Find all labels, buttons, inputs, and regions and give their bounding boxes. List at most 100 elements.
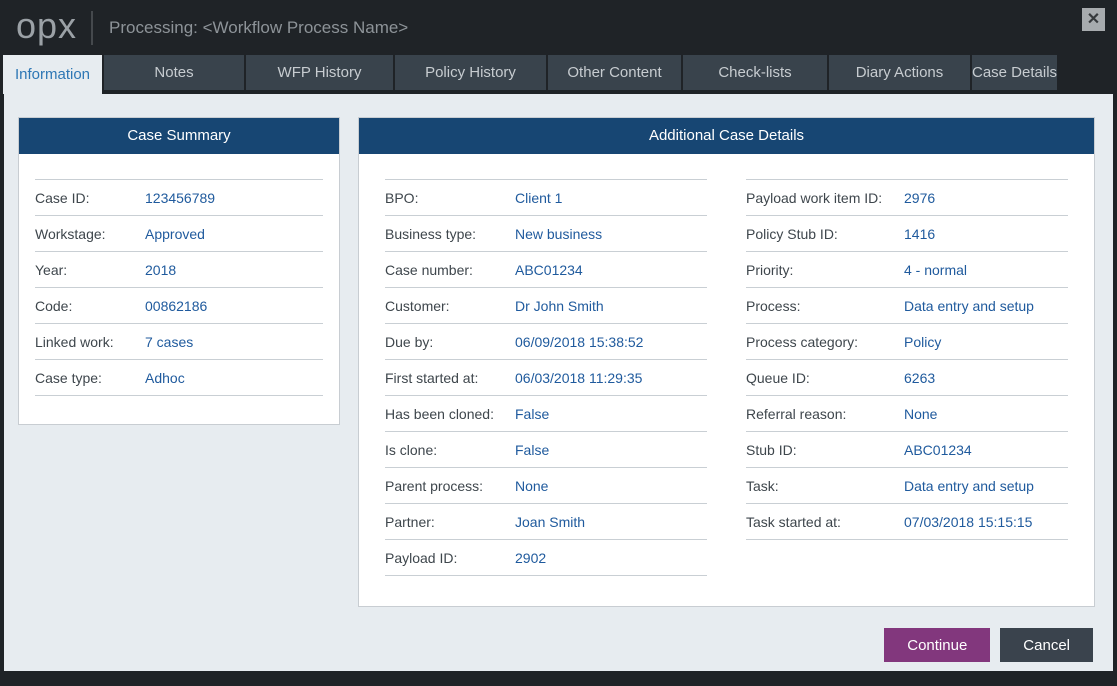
row-label: Policy Stub ID: — [746, 225, 838, 242]
row-case-number: Case number: ABC01234 — [385, 252, 707, 288]
row-value: New business — [515, 225, 603, 242]
row-case-id: Case ID: 123456789 — [35, 180, 323, 216]
row-value: 6263 — [904, 369, 936, 386]
footer-actions: Continue Cancel — [884, 628, 1093, 662]
row-label: Workstage: — [35, 225, 106, 242]
row-value: 2902 — [515, 549, 547, 566]
row-label: Queue ID: — [746, 369, 810, 386]
row-customer: Customer: Dr John Smith — [385, 288, 707, 324]
row-process-category: Process category: Policy — [746, 324, 1068, 360]
row-value: 06/03/2018 11:29:35 — [515, 369, 643, 386]
row-value: False — [515, 441, 550, 458]
row-label: Priority: — [746, 261, 794, 278]
row-label: Customer: — [385, 297, 450, 314]
row-label: Year: — [35, 261, 68, 278]
cancel-button[interactable]: Cancel — [1000, 628, 1093, 662]
row-linked-work: Linked work: 7 cases — [35, 324, 323, 360]
additional-details-title: Additional Case Details — [359, 118, 1094, 154]
row-label: Is clone: — [385, 441, 438, 458]
title-bar: opx Processing: <Workflow Process Name> — [0, 0, 1117, 55]
row-label: Case number: — [385, 261, 473, 278]
tab-information[interactable]: Information — [3, 55, 102, 94]
row-value: 1416 — [904, 225, 936, 242]
tab-notes[interactable]: Notes — [104, 55, 244, 90]
tab-bar: Information Notes WFP History Policy His… — [0, 55, 1117, 94]
row-value: Dr John Smith — [515, 297, 604, 314]
row-value: None — [515, 477, 549, 494]
details-right-column: Payload work item ID: 2976 Policy Stub I… — [746, 179, 1068, 576]
continue-button[interactable]: Continue — [884, 628, 991, 662]
content-area: Case Summary Case ID: 123456789 Workstag… — [4, 94, 1113, 671]
row-label: Linked work: — [35, 333, 114, 350]
row-value: 07/03/2018 15:15:15 — [904, 513, 1033, 530]
row-label: Task: — [746, 477, 779, 494]
row-payload-id: Payload ID: 2902 — [385, 540, 707, 576]
row-queue-id: Queue ID: 6263 — [746, 360, 1068, 396]
row-priority: Priority: 4 - normal — [746, 252, 1068, 288]
row-payload-work-item-id: Payload work item ID: 2976 — [746, 180, 1068, 216]
row-value: Data entry and setup — [904, 297, 1034, 314]
row-label: Stub ID: — [746, 441, 797, 458]
row-task: Task: Data entry and setup — [746, 468, 1068, 504]
row-value: None — [904, 405, 938, 422]
row-label: Payload work item ID: — [746, 189, 883, 206]
tab-case-details[interactable]: Case Details — [972, 55, 1058, 90]
case-summary-title: Case Summary — [19, 118, 339, 154]
window-title: Processing: <Workflow Process Name> — [109, 17, 409, 37]
row-bpo: BPO: Client 1 — [385, 180, 707, 216]
row-label: Case type: — [35, 369, 102, 386]
row-label: Referral reason: — [746, 405, 847, 422]
tab-wfp-history[interactable]: WFP History — [246, 55, 393, 90]
row-label: Parent process: — [385, 477, 484, 494]
row-has-been-cloned: Has been cloned: False — [385, 396, 707, 432]
case-summary-body: Case ID: 123456789 Workstage: Approved Y… — [19, 154, 339, 396]
additional-details-body: BPO: Client 1 Business type: New busines… — [359, 154, 1094, 576]
row-label: Code: — [35, 297, 73, 314]
row-value: 7 cases — [145, 333, 194, 350]
row-case-type: Case type: Adhoc — [35, 360, 323, 396]
row-label: Payload ID: — [385, 549, 458, 566]
logo-divider — [91, 10, 94, 45]
close-icon[interactable]: ✕ — [1082, 8, 1105, 31]
row-policy-stub-id: Policy Stub ID: 1416 — [746, 216, 1068, 252]
row-value: Joan Smith — [515, 513, 586, 530]
opx-logo: opx — [16, 4, 78, 46]
row-label: Business type: — [385, 225, 477, 242]
row-value: ABC01234 — [904, 441, 972, 458]
row-value: 2976 — [904, 189, 936, 206]
row-value: 00862186 — [145, 297, 208, 314]
details-left-rows: BPO: Client 1 Business type: New busines… — [385, 179, 707, 576]
row-year: Year: 2018 — [35, 252, 323, 288]
row-label: Due by: — [385, 333, 434, 350]
row-business-type: Business type: New business — [385, 216, 707, 252]
row-label: Has been cloned: — [385, 405, 494, 422]
row-referral-reason: Referral reason: None — [746, 396, 1068, 432]
row-value: Policy — [904, 333, 942, 350]
tab-policy-history[interactable]: Policy History — [395, 55, 546, 90]
additional-details-panel: Additional Case Details BPO: Client 1 Bu… — [358, 117, 1095, 607]
row-process: Process: Data entry and setup — [746, 288, 1068, 324]
tab-check-lists[interactable]: Check-lists — [683, 55, 827, 90]
row-value: False — [515, 405, 550, 422]
row-value: 4 - normal — [904, 261, 968, 278]
row-stub-id: Stub ID: ABC01234 — [746, 432, 1068, 468]
tab-other-content[interactable]: Other Content — [548, 55, 681, 90]
row-value: 123456789 — [145, 189, 216, 206]
tab-diary-actions[interactable]: Diary Actions — [829, 55, 970, 90]
row-label: Task started at: — [746, 513, 841, 530]
row-label: First started at: — [385, 369, 479, 386]
row-code: Code: 00862186 — [35, 288, 323, 324]
details-right-rows: Payload work item ID: 2976 Policy Stub I… — [746, 179, 1068, 540]
row-value: 06/09/2018 15:38:52 — [515, 333, 644, 350]
case-summary-panel: Case Summary Case ID: 123456789 Workstag… — [18, 117, 340, 425]
row-value: 2018 — [145, 261, 177, 278]
row-partner: Partner: Joan Smith — [385, 504, 707, 540]
row-workstage: Workstage: Approved — [35, 216, 323, 252]
row-parent-process: Parent process: None — [385, 468, 707, 504]
row-label: Process category: — [746, 333, 859, 350]
row-label: BPO: — [385, 189, 419, 206]
row-label: Process: — [746, 297, 801, 314]
row-value: Approved — [145, 225, 205, 242]
row-value: Client 1 — [515, 189, 563, 206]
